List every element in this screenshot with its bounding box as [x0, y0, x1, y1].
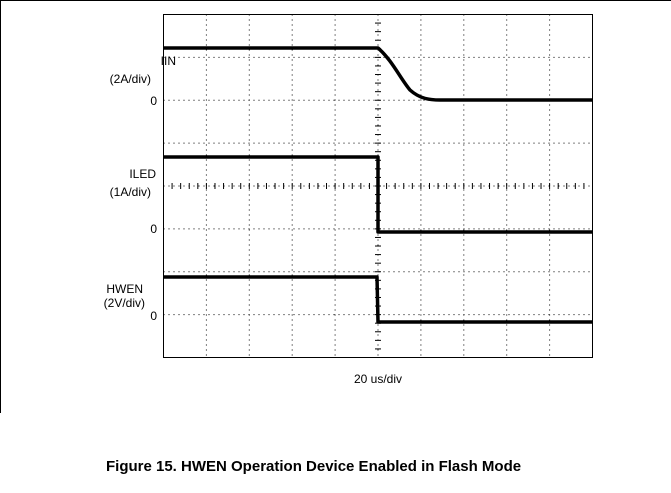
channel-scale: (2A/div) — [110, 72, 151, 86]
timebase-label: 20 us/div — [354, 372, 402, 386]
channel-scale: (1A/div) — [110, 185, 151, 199]
caption: Figure 15. HWEN Operation Device Enabled… — [106, 458, 521, 475]
channel-zero: 0 — [150, 309, 157, 323]
channel-scale: (2V/div) — [104, 296, 145, 310]
iin-trace — [163, 46, 592, 102]
channel-zero: 0 — [150, 94, 157, 108]
channel-name: ILED — [129, 167, 156, 181]
iled-trace — [163, 155, 592, 234]
hwen-trace — [163, 275, 592, 324]
plot-frame — [163, 14, 593, 358]
channel-zero: 0 — [150, 222, 157, 236]
channel-name: IIN — [161, 54, 176, 68]
channel-name: HWEN — [106, 282, 143, 296]
